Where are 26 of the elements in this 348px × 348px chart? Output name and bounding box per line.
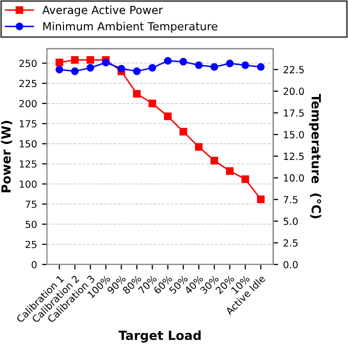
y-tick-label: 100 [20,180,37,188]
y2-tick-label: 22.5 [284,66,304,74]
y2-tick-label: 0.0 [284,260,298,268]
y-tick-label: 150 [20,140,37,148]
y2-tick-label: 17.5 [284,109,304,117]
y-tick-label: 225 [19,80,36,88]
y2-tick-label: 15.0 [284,130,304,138]
y2-tick-label: 5.0 [284,218,298,225]
y2-tick-label: 20.0 [284,88,304,96]
y2-tick-label: 10.0 [284,174,304,182]
y-axis-title: Power (W) [1,120,12,192]
y-tick-label: 175 [20,120,36,128]
legend-label: Average Active Power [42,6,163,16]
y2-tick-label: 12.5 [284,152,304,160]
y2-tick-label: 7.5 [284,196,298,204]
y-tick-label: 50 [26,220,37,228]
y-tick-label: 25 [26,240,36,248]
y2-axis-title: Temperature (°C) [309,94,322,218]
legend-label: Minimum Ambient Temperature [43,22,218,33]
y-tick-label: 75 [26,200,36,208]
y-tick-label: 250 [19,60,37,68]
y2-tick-label: 2.5 [284,239,298,247]
x-axis-title: Target Load [118,330,201,343]
y-tick-label: 125 [20,160,36,168]
y-tick-label: 200 [19,100,37,108]
y-tick-label: 0 [32,260,37,268]
